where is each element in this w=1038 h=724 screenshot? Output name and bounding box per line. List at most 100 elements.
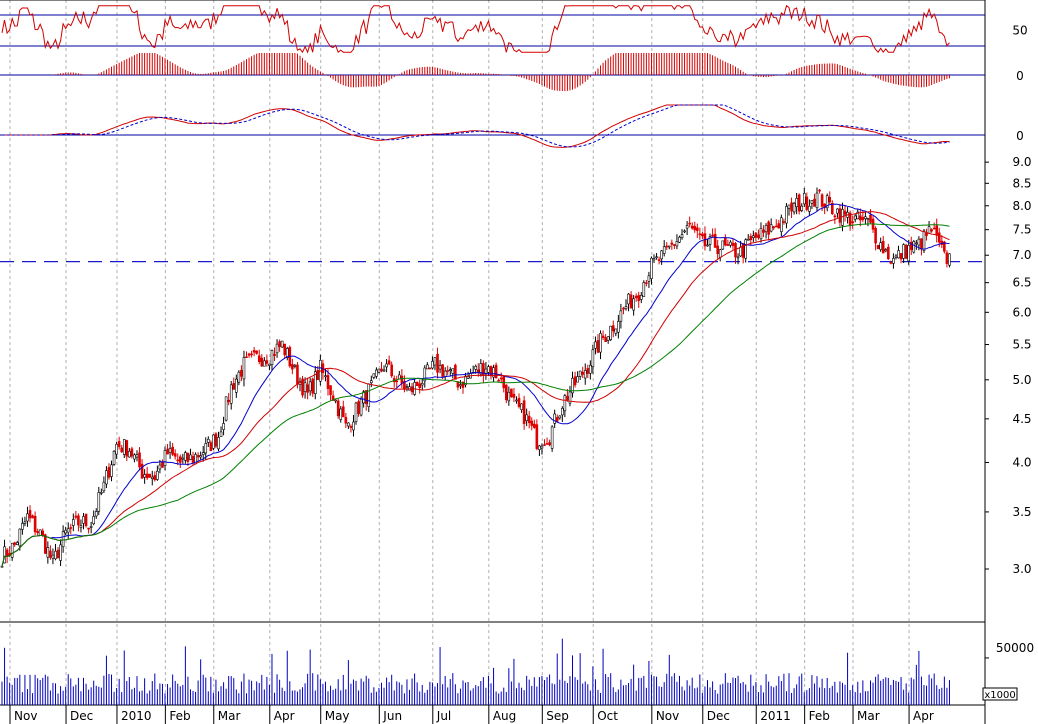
candle-body <box>229 384 233 404</box>
candle-body <box>352 421 355 431</box>
candle-body <box>660 250 663 260</box>
candle-body <box>787 204 791 209</box>
candle-body <box>759 228 763 240</box>
candle-body <box>920 238 923 250</box>
candle-body <box>810 200 814 204</box>
candle-body <box>400 375 404 384</box>
candle-body <box>922 230 926 251</box>
candle-body <box>611 325 615 332</box>
candle-body <box>77 515 80 526</box>
volume-multiplier-label: x1000 <box>984 690 1015 701</box>
candle-body <box>917 238 921 246</box>
candle-body <box>627 293 630 305</box>
candle-body <box>235 378 238 393</box>
candle-body <box>209 442 213 452</box>
candle-body <box>777 223 781 229</box>
candle-body <box>311 378 315 394</box>
candle-body <box>510 388 513 398</box>
candle-body <box>696 227 699 231</box>
candle-body <box>795 198 798 207</box>
candle-body <box>329 385 332 396</box>
candle-body <box>583 370 587 379</box>
candle-body <box>257 355 261 363</box>
candle-body <box>464 375 467 386</box>
candle-body <box>802 193 806 205</box>
candle-body <box>341 406 345 418</box>
candle-body <box>273 353 276 356</box>
volume-multiplier-box <box>982 687 1018 701</box>
candle-body <box>303 382 307 392</box>
candle-body <box>841 209 844 226</box>
candles <box>0 187 951 568</box>
oscillator-2-panel <box>0 53 985 92</box>
candle-body <box>186 452 190 462</box>
candle-body <box>507 391 511 402</box>
candle-body <box>84 513 88 527</box>
candle-body <box>754 232 758 238</box>
x-tick-label: Jun <box>382 709 402 723</box>
candle-body <box>813 198 816 207</box>
candle-body <box>884 249 888 252</box>
candle-body <box>828 196 832 203</box>
candle-body <box>395 380 399 383</box>
candle-body <box>502 375 506 389</box>
candle-body <box>713 233 717 248</box>
candle-body <box>181 457 185 460</box>
candle-body <box>515 399 518 402</box>
candle-body <box>678 236 681 243</box>
candle-body <box>749 236 753 241</box>
candle-body <box>227 399 230 403</box>
candle-body <box>49 550 52 558</box>
candle-body <box>385 363 388 368</box>
price-tick-label: 6.0 <box>1012 305 1031 319</box>
oscillator-2-tick-label: 0 <box>1016 69 1024 83</box>
candle-body <box>525 414 528 421</box>
candle-body <box>115 443 118 455</box>
candle-body <box>10 542 14 558</box>
candle-body <box>102 481 106 492</box>
candle-body <box>380 368 383 372</box>
x-axis: Nov Dec 2010 Feb Mar Apr May Jun Jul Aug Sep Oct Nov… <box>9 705 934 724</box>
candle-body <box>293 364 297 367</box>
candle-body <box>420 383 424 386</box>
candle-body <box>647 275 651 282</box>
candle-body <box>744 239 747 259</box>
candle-body <box>675 241 679 247</box>
candle-body <box>548 442 551 446</box>
candle-body <box>932 227 936 230</box>
candle-body <box>499 377 503 380</box>
candle-body <box>530 420 534 426</box>
candle-body <box>517 397 521 407</box>
candle-body <box>927 226 931 234</box>
candle-body <box>36 531 39 533</box>
candle-body <box>688 222 691 225</box>
candle-body <box>217 437 220 450</box>
candle-body <box>33 515 37 533</box>
candle-body <box>489 366 493 376</box>
x-tick-label: Jul <box>436 709 451 723</box>
candle-body <box>711 234 714 237</box>
candle-body <box>443 370 447 377</box>
candle-body <box>377 368 381 373</box>
candle-body <box>219 431 223 437</box>
candle-body <box>28 510 32 519</box>
candle-body <box>313 371 317 395</box>
candle-body <box>316 370 320 381</box>
candle-body <box>800 205 804 211</box>
candle-body <box>87 527 90 530</box>
candle-body <box>752 235 755 238</box>
candle-body <box>423 367 427 382</box>
candle-body <box>454 364 457 380</box>
candle-body <box>168 448 172 453</box>
candle-body <box>59 544 62 561</box>
candle-body <box>163 450 167 467</box>
candle-body <box>92 516 95 525</box>
candle-body <box>757 234 760 238</box>
x-tick-label: Apr <box>274 709 295 723</box>
oscillator-3-panel <box>0 104 985 148</box>
candle-body <box>117 441 121 448</box>
candle-body <box>301 378 304 396</box>
candle-body <box>830 202 834 214</box>
candle-body <box>61 531 65 548</box>
